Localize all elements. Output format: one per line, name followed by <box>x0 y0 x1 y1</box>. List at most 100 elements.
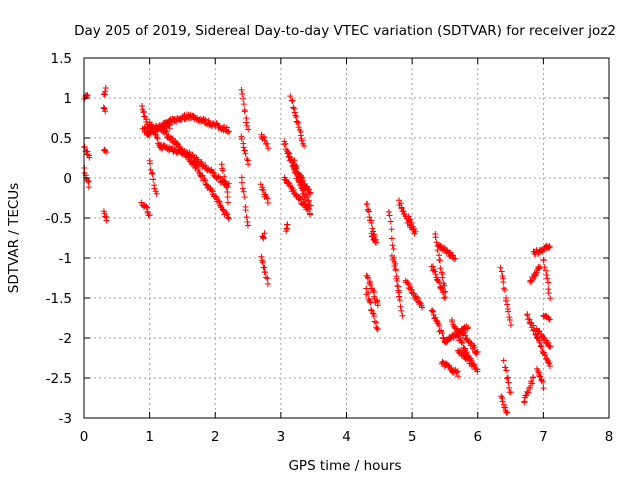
data-point <box>263 274 270 281</box>
data-point <box>453 325 460 332</box>
data-point <box>224 211 231 218</box>
data-point <box>449 318 456 325</box>
x-tick-label: 4 <box>342 429 351 445</box>
data-point <box>149 170 156 177</box>
data-point <box>289 98 296 105</box>
data-point <box>291 109 298 116</box>
data-point <box>386 212 393 219</box>
data-point <box>245 126 252 133</box>
data-point <box>219 167 226 174</box>
data-point <box>292 112 299 119</box>
data-point <box>143 203 150 210</box>
data-point <box>166 125 173 132</box>
data-point <box>286 181 293 188</box>
x-tick-label: 3 <box>277 429 286 445</box>
data-point <box>393 273 400 280</box>
data-point <box>86 154 93 161</box>
grid <box>84 58 609 418</box>
data-point <box>103 217 110 224</box>
data-point <box>465 355 472 362</box>
data-point <box>390 246 397 253</box>
data-point <box>385 208 392 215</box>
data-point <box>367 299 374 306</box>
y-tick-label: 0 <box>63 171 72 187</box>
data-point <box>537 373 544 380</box>
data-point <box>432 271 439 278</box>
data-point <box>221 173 228 180</box>
data-point <box>245 161 252 168</box>
x-axis-label: GPS time / hours <box>288 458 401 474</box>
data-point <box>223 184 230 191</box>
data-point <box>291 157 298 164</box>
data-point <box>527 384 534 391</box>
data-point <box>455 373 462 380</box>
data-point <box>469 361 476 368</box>
data-point <box>244 218 251 225</box>
data-point <box>395 283 402 290</box>
data-point <box>150 176 157 183</box>
data-point <box>545 357 552 364</box>
data-point <box>507 389 514 396</box>
data-point <box>397 200 404 207</box>
data-point <box>81 143 88 150</box>
data-point <box>373 239 380 246</box>
data-point <box>262 269 269 276</box>
data-point <box>442 294 449 301</box>
data-point <box>459 339 466 346</box>
y-tick-label: -1.5 <box>46 291 72 307</box>
data-point <box>365 208 372 215</box>
data-point <box>396 293 403 300</box>
data-point <box>241 108 248 115</box>
data-point <box>500 278 507 285</box>
data-point <box>265 145 272 152</box>
data-point <box>148 122 155 129</box>
data-point <box>298 137 305 144</box>
y-tick-label: 1 <box>63 91 72 107</box>
data-point <box>282 140 289 147</box>
data-point <box>150 128 157 135</box>
data-point <box>204 182 211 189</box>
data-point <box>410 290 417 297</box>
data-point <box>461 329 468 336</box>
data-point <box>474 368 481 375</box>
data-point <box>295 124 302 131</box>
data-point <box>531 272 538 279</box>
data-point <box>439 285 446 292</box>
data-point <box>471 362 478 369</box>
data-point <box>153 190 160 197</box>
data-point <box>243 214 250 221</box>
data-point <box>193 163 200 170</box>
data-point <box>408 219 415 226</box>
data-point <box>540 349 547 356</box>
data-point <box>259 259 266 266</box>
data-point <box>542 352 549 359</box>
data-point <box>85 178 92 185</box>
data-point <box>439 358 446 365</box>
data-point <box>388 235 395 242</box>
data-point <box>524 388 531 395</box>
data-point <box>524 312 531 319</box>
data-point <box>368 306 375 313</box>
data-point <box>399 312 406 319</box>
data-point <box>368 219 375 226</box>
data-point <box>503 367 510 374</box>
data-point <box>544 356 551 363</box>
data-point <box>546 316 553 323</box>
data-point <box>264 199 271 206</box>
data-point <box>284 150 291 157</box>
data-point <box>224 193 231 200</box>
data-point <box>217 174 224 181</box>
data-point <box>182 115 189 122</box>
data-point <box>146 212 153 219</box>
data-point <box>458 338 465 345</box>
data-point <box>260 234 267 241</box>
data-point <box>299 180 306 187</box>
data-point <box>396 297 403 304</box>
data-point <box>392 267 399 274</box>
data-point <box>397 303 404 310</box>
data-point <box>225 215 232 222</box>
data-point <box>388 226 395 233</box>
data-point <box>497 264 504 271</box>
data-point <box>398 205 405 212</box>
